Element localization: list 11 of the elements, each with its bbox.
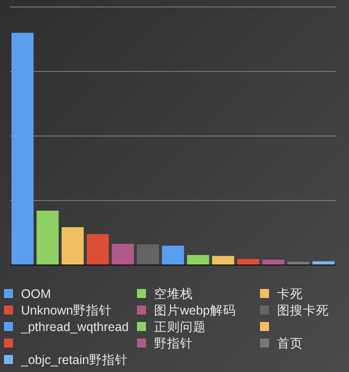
- legend-label: OOM: [21, 287, 51, 301]
- legend-label: _pthread_wqthread: [20, 320, 129, 334]
- legend-label: 卡死: [277, 287, 303, 301]
- legend-label: 野指针: [154, 336, 193, 350]
- legend-label: 空堆栈: [154, 287, 193, 301]
- legend-label: Unknown野指针: [21, 304, 112, 318]
- legend-label: _objc_retain野指针: [20, 353, 128, 367]
- legend-label: 首页: [277, 336, 303, 350]
- legend-label: 图片webp解码: [154, 304, 236, 318]
- legend-label: 图搜卡死: [277, 304, 329, 318]
- legend-label: 正则问题: [154, 320, 206, 334]
